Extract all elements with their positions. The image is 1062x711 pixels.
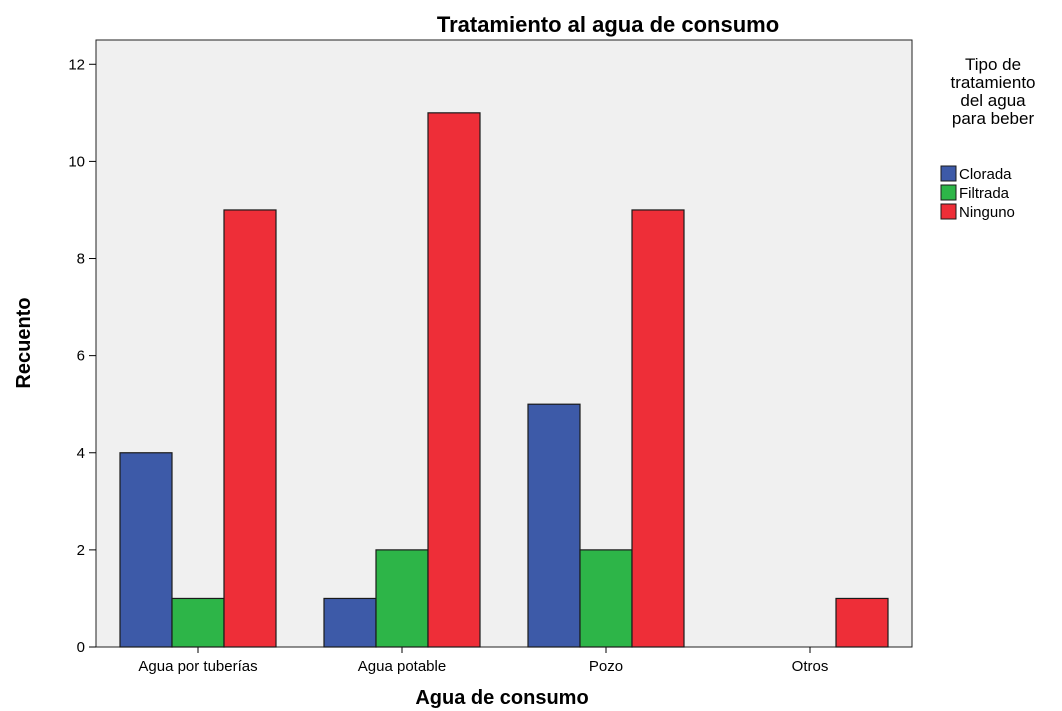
- legend-swatch-filtrada: [940, 184, 957, 201]
- legend-title-line: del agua: [960, 91, 1026, 110]
- bar-filtrada-2: [375, 549, 429, 648]
- y-tick-label: 4: [77, 445, 85, 462]
- x-axis: Agua por tuberías Agua potable Pozo Otros: [138, 647, 828, 675]
- y-tick-label: 10: [68, 153, 85, 170]
- legend-label-clorada: Clorada: [959, 166, 1012, 183]
- y-axis: 0 2 4 6 8 10 12: [68, 56, 96, 656]
- plot-area: [95, 39, 913, 648]
- y-tick-label: 0: [77, 639, 85, 656]
- legend-title-line: Tipo de: [965, 55, 1021, 74]
- y-tick-label: 8: [77, 251, 85, 268]
- legend-label-filtrada: Filtrada: [959, 185, 1010, 202]
- legend-swatch-ninguno: [940, 203, 957, 220]
- bar-ninguno-2: [427, 112, 481, 648]
- bar-clorada-1: [119, 452, 173, 648]
- bar-ninguno-4: [835, 597, 889, 648]
- bar-ninguno-3: [631, 209, 685, 648]
- bar-ninguno-1: [223, 209, 277, 648]
- x-axis-title: Agua de consumo: [415, 687, 588, 709]
- bar-filtrada-1: [171, 597, 225, 648]
- bar-clorada-2: [323, 597, 377, 648]
- bar-filtrada-3: [579, 549, 633, 648]
- y-tick-label: 6: [77, 348, 85, 365]
- x-tick-label: Pozo: [589, 658, 623, 675]
- y-axis-title: Recuento: [13, 297, 35, 388]
- y-tick-label: 2: [77, 542, 85, 559]
- bar-clorada-3: [527, 403, 581, 648]
- x-tick-label: Otros: [792, 658, 829, 675]
- y-tick-label: 12: [68, 56, 85, 73]
- legend-title-line: para beber: [952, 109, 1035, 128]
- x-tick-label: Agua por tuberías: [138, 658, 257, 675]
- legend-swatch-clorada: [940, 165, 957, 182]
- bars-group: [119, 112, 889, 648]
- legend-title-line: tratamiento: [950, 73, 1035, 92]
- chart-title: Tratamiento al agua de consumo: [437, 12, 779, 37]
- legend-label-ninguno: Ninguno: [959, 204, 1015, 221]
- x-tick-label: Agua potable: [358, 658, 446, 675]
